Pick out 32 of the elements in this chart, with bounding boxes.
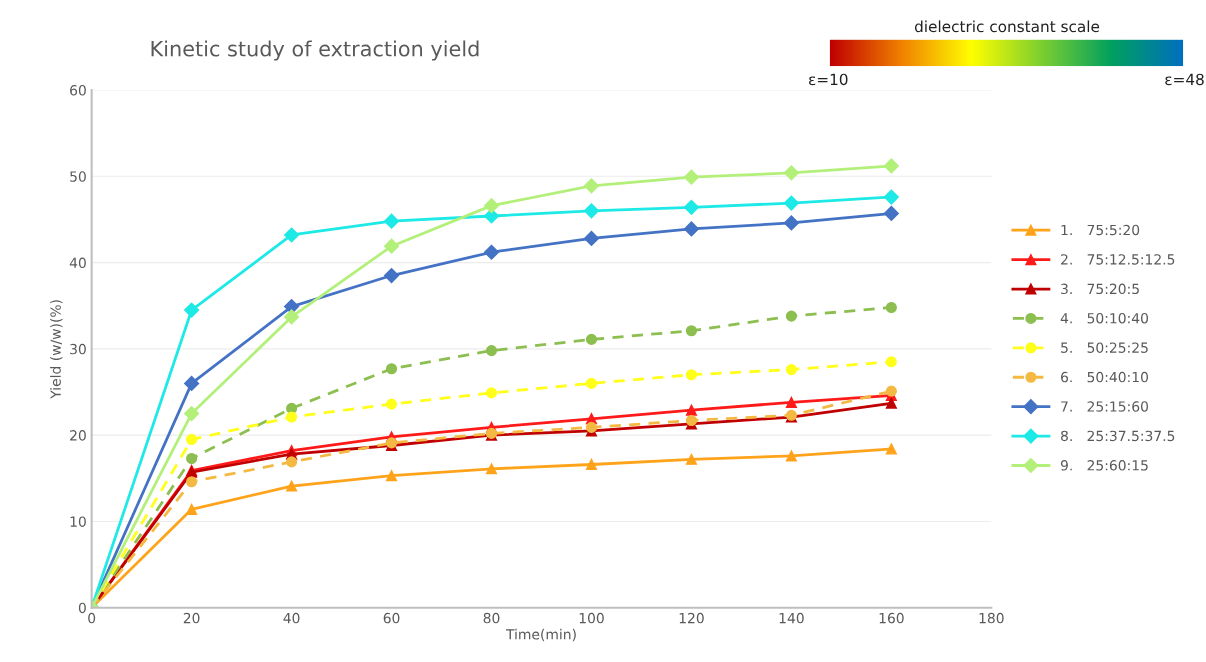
text: ε=10 <box>809 73 848 86</box>
x-tick-label: 100 <box>579 612 604 624</box>
legend-label: 2. 75:12.5:12.5 <box>1061 254 1175 265</box>
x-tick-label: 120 <box>679 612 704 624</box>
y-tick-label: 20 <box>70 430 86 441</box>
y-tick-label: 50 <box>70 171 86 182</box>
legend-label: 9. 25:60:15 <box>1060 460 1148 471</box>
x-axis-title: Time(min) <box>505 628 576 642</box>
x-tick-label: 0 <box>88 612 96 624</box>
legend-label: 5. 50:25:25 <box>1061 342 1148 353</box>
y-tick-label: 30 <box>70 343 86 355</box>
y-tick-label: 0 <box>78 602 86 614</box>
x-tick-label: 140 <box>779 612 804 624</box>
y-tick-label: 40 <box>69 257 86 269</box>
x-tick-label: 20 <box>183 612 200 624</box>
x-tick-label: 160 <box>879 612 904 624</box>
x-tick-label: 40 <box>283 612 300 624</box>
x-tick-label: 60 <box>383 612 400 624</box>
legend-label: 4. 50:10:40 <box>1060 312 1148 324</box>
y-tick-label: 10 <box>70 516 86 527</box>
chart-title: Kinetic study of extraction yield <box>151 40 479 61</box>
text: ε=48 <box>1165 73 1204 86</box>
legend-label: 8. 25:37.5:37.5 <box>1060 430 1175 442</box>
x-tick-label: 180 <box>979 612 1004 624</box>
x-tick-label: 80 <box>483 612 500 624</box>
legend-label: 1. 75:5:20 <box>1061 224 1140 236</box>
legend-label: 7. 25:15:60 <box>1061 401 1148 412</box>
legend-label: 3. 75:20:5 <box>1061 283 1139 295</box>
y-tick-label: 60 <box>70 85 86 96</box>
legend-label: 6. 50:40:10 <box>1061 371 1148 383</box>
y-axis-title: Yield (w/w)(%) <box>50 300 63 399</box>
text: dielectric constant scale <box>914 20 1100 33</box>
